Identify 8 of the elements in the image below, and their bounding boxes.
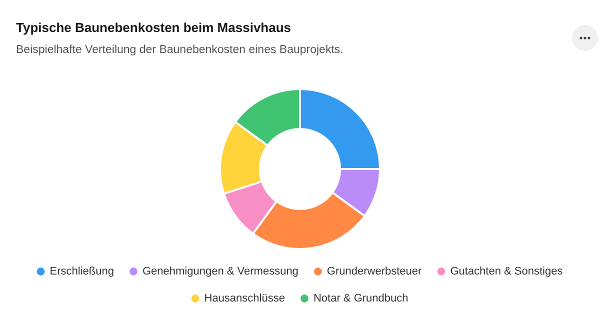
legend-label: Erschließung bbox=[50, 266, 114, 278]
legend-label: Grunderwerbsteuer bbox=[326, 266, 422, 278]
legend-label: Gutachten & Sonstiges bbox=[450, 266, 564, 278]
legend-label: Hausanschlüsse bbox=[204, 292, 285, 305]
chart-title: Typische Baunebenkosten beim Massivhaus bbox=[16, 20, 292, 35]
legend-label: Notar & Grundbuch bbox=[313, 292, 408, 305]
legend-label: Genehmigungen & Vermessung bbox=[142, 266, 298, 278]
chart-subtitle: Beispielhafte Verteilung der Baunebenkosten eines Bauprojekts. bbox=[16, 44, 344, 56]
